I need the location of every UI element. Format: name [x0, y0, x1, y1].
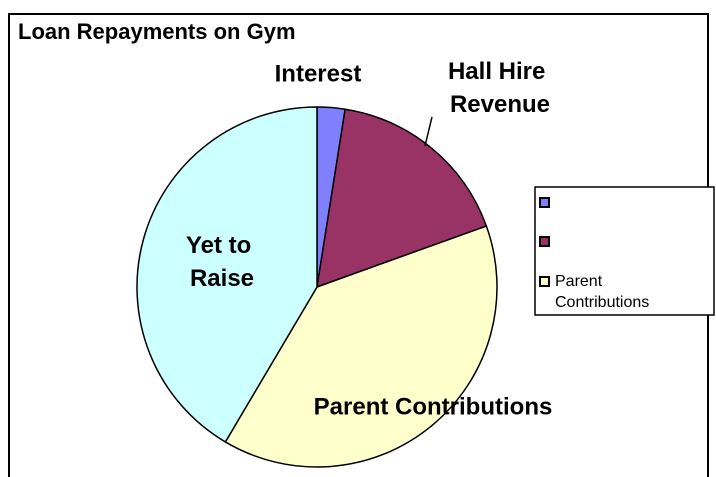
chart-title: Loan Repayments on Gym: [18, 19, 296, 44]
slice-label: Yet to Raise: [186, 232, 258, 292]
pie-slice: [136, 106, 318, 443]
legend-swatch: [539, 197, 550, 208]
slice-label: Interest: [275, 60, 362, 87]
slice-label: Hall Hire Revenue: [448, 58, 552, 118]
slice-label: Parent Contributions: [314, 393, 553, 420]
pie-slice: [224, 225, 498, 468]
legend-swatch: [539, 236, 550, 247]
legend-box: [534, 186, 715, 316]
leader-line: [424, 116, 433, 147]
legend-label: Parent Contributions: [555, 273, 649, 311]
pie-slice: [316, 108, 488, 289]
legend-swatch: [539, 276, 550, 287]
